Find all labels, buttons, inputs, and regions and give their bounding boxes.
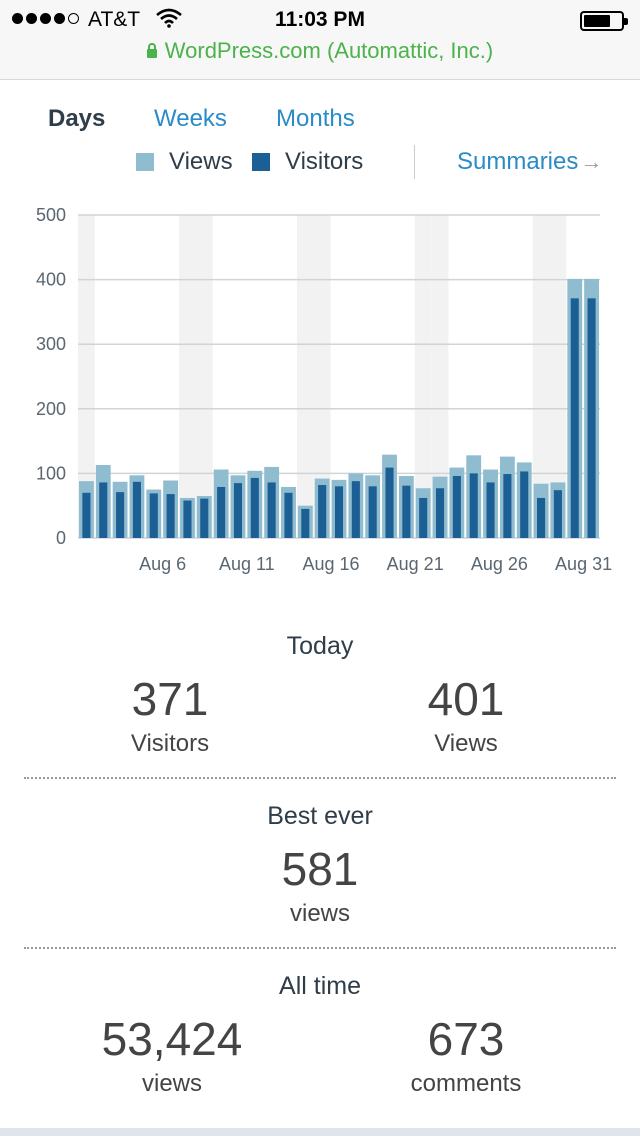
visitors-bar xyxy=(132,481,141,538)
section-divider xyxy=(24,947,616,949)
visitors-bar xyxy=(284,492,293,538)
visitors-bar xyxy=(452,475,461,538)
visitors-bar xyxy=(537,497,546,538)
visitors-bar xyxy=(149,493,158,538)
all-time-title: All time xyxy=(279,972,361,1000)
tab-months[interactable]: Months xyxy=(276,105,355,132)
weekend-band xyxy=(431,215,449,538)
visitors-bar xyxy=(166,494,175,538)
today-views-value: 401 xyxy=(427,673,505,725)
visitors-bar xyxy=(469,473,478,538)
today-visitors-value: 371 xyxy=(131,673,209,725)
today-views-label: Views xyxy=(434,730,498,757)
today-visitors-label: Visitors xyxy=(130,730,210,757)
visitors-bar xyxy=(419,497,428,538)
views-swatch xyxy=(136,153,154,171)
bar-chart: 0 100 200 300 400 500 Aug 6 Aug 11 Aug 16 Aug 21 A… xyxy=(36,205,612,574)
summaries-label: Summaries xyxy=(457,148,579,175)
visitors-bar xyxy=(99,482,108,538)
weekend-band xyxy=(179,215,196,538)
all-time-views-value: 53,424 xyxy=(101,1013,243,1065)
status-row: AT&T 11:03 PM xyxy=(0,6,640,36)
stats-chart: 0 100 200 300 400 500 Aug 6 Aug 11 Aug 16 Aug 21 A… xyxy=(0,195,640,585)
weekend-band xyxy=(532,215,550,538)
all-time-views-label: views xyxy=(141,1070,202,1097)
x-tick-label: Aug 26 xyxy=(471,554,528,574)
visitors-bar xyxy=(183,500,192,538)
weekend-band xyxy=(78,215,95,538)
all-time-comments-label: comments xyxy=(410,1070,522,1097)
address-bar[interactable]: WordPress.com (Automattic, Inc.) xyxy=(0,38,640,64)
visitors-bar xyxy=(82,492,91,538)
y-tick-label: 300 xyxy=(36,334,66,354)
visitors-bar xyxy=(250,477,259,538)
visitors-bar xyxy=(200,498,209,538)
visitors-bar xyxy=(301,508,310,538)
clock: 11:03 PM xyxy=(275,8,365,31)
arrow-right-icon: → xyxy=(580,149,603,174)
bottom-toolbar-edge xyxy=(0,1128,640,1136)
best-ever-label: views xyxy=(289,900,350,927)
best-ever-title: Best ever xyxy=(267,802,373,830)
tab-weeks[interactable]: Weeks xyxy=(154,105,227,132)
weekend-band xyxy=(549,215,567,538)
legend-divider xyxy=(414,145,415,179)
visitors-bar xyxy=(570,298,579,538)
visitors-bar xyxy=(267,482,276,538)
period-tabs: Days Weeks Months xyxy=(0,105,640,137)
visitors-bar xyxy=(402,485,411,538)
weekend-band xyxy=(313,215,331,538)
summaries-link[interactable]: Summaries→ xyxy=(457,148,602,176)
visitors-swatch xyxy=(252,153,270,171)
x-tick-label: Aug 31 xyxy=(555,554,612,574)
url-text: WordPress.com (Automattic, Inc.) xyxy=(164,38,494,63)
weekend-band xyxy=(195,215,213,538)
weekend-band xyxy=(414,215,432,538)
y-tick-label: 200 xyxy=(36,399,66,419)
visitors-bar xyxy=(217,486,226,538)
visitors-bar xyxy=(486,482,495,538)
wifi-icon xyxy=(156,8,182,28)
visitors-bar xyxy=(435,488,445,538)
y-tick-label: 400 xyxy=(36,270,66,290)
signal-dots-icon xyxy=(12,13,79,24)
all-time-comments-value: 673 xyxy=(427,1013,505,1065)
today-title: Today xyxy=(286,632,354,660)
visitors-bar xyxy=(503,474,512,538)
visitors-bar xyxy=(318,485,327,538)
tab-days[interactable]: Days xyxy=(48,105,106,132)
x-tick-label: Aug 6 xyxy=(139,554,186,574)
battery-icon xyxy=(580,11,628,31)
x-tick-label: Aug 21 xyxy=(387,554,444,574)
visitors-bar xyxy=(351,481,360,538)
legend-views-label: Views xyxy=(169,148,233,175)
y-tick-label: 0 xyxy=(56,528,66,548)
status-bar: AT&T 11:03 PM WordPress.com (Automattic,… xyxy=(0,0,640,80)
x-tick-label: Aug 16 xyxy=(302,554,359,574)
visitors-bar xyxy=(553,490,562,538)
y-tick-label: 100 xyxy=(36,463,66,483)
x-tick-label: Aug 11 xyxy=(219,554,275,574)
legend-visitors-label: Visitors xyxy=(285,148,364,175)
carrier-label: AT&T xyxy=(88,8,141,31)
visitors-bar xyxy=(385,467,394,538)
visitors-bar xyxy=(233,483,243,538)
visitors-bar xyxy=(520,471,529,538)
section-divider xyxy=(24,777,616,779)
y-tick-label: 500 xyxy=(36,205,66,225)
visitors-bar xyxy=(368,486,377,538)
visitors-bar xyxy=(587,298,596,538)
visitors-bar xyxy=(116,492,125,538)
best-ever-value: 581 xyxy=(281,843,359,895)
visitors-bar xyxy=(334,486,344,538)
weekend-band xyxy=(296,215,314,538)
lock-icon xyxy=(146,43,157,58)
